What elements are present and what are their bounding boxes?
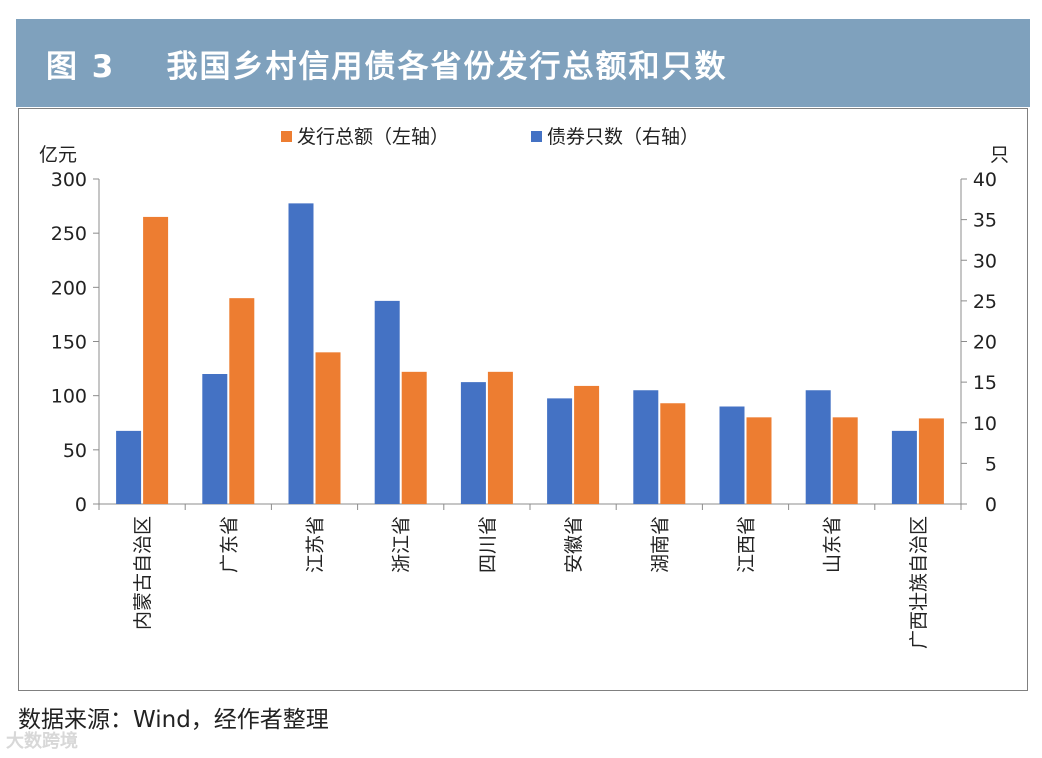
bar-amount <box>660 403 686 504</box>
bar-count <box>633 390 659 504</box>
y-tick-label-right: 10 <box>973 413 997 435</box>
bar-amount <box>401 371 427 504</box>
x-tick-label: 江西省 <box>736 516 758 573</box>
x-tick-label: 浙江省 <box>391 516 413 573</box>
legend-label: 发行总额（左轴） <box>297 126 449 148</box>
y-tick-label-right: 0 <box>985 494 997 516</box>
bar-count <box>891 430 917 504</box>
bar-count <box>116 430 142 504</box>
y-tick-label-left: 150 <box>51 332 87 354</box>
x-tick-label: 湖南省 <box>649 516 671 573</box>
bar-amount <box>574 385 600 504</box>
x-tick-label: 广东省 <box>218 516 240 573</box>
legend-label: 债券只数（右轴） <box>547 126 699 148</box>
x-tick-label: 江苏省 <box>305 516 327 573</box>
y-tick-label-right: 20 <box>973 332 997 354</box>
bar-amount <box>487 371 513 504</box>
bar-amount <box>143 216 169 504</box>
y-tick-label-left: 100 <box>51 386 87 408</box>
bar-count <box>805 390 831 504</box>
bar-amount <box>832 417 858 504</box>
bar-count <box>460 382 486 504</box>
y-tick-label-left: 300 <box>51 169 87 191</box>
bar-count <box>719 406 745 504</box>
bar-count <box>288 203 314 504</box>
y-tick-label-right: 25 <box>973 291 997 313</box>
y-tick-label-left: 250 <box>51 223 87 245</box>
bar-chart: 0 50 100 150 200 250 300 0 5 10 15 20 25 30 35 40 亿元 只内蒙古… <box>39 126 1009 649</box>
x-tick-label: 四川省 <box>477 516 499 573</box>
bar-count <box>202 374 228 504</box>
chart-title: 图 3 我国乡村信用债各省份发行总额和只数 <box>46 48 728 85</box>
watermark: 大数跨境 <box>6 731 78 752</box>
x-tick-label: 广西壮族自治区 <box>908 516 930 649</box>
bar-count <box>374 300 400 504</box>
bar-amount <box>918 418 944 504</box>
source-note: 数据来源：Wind，经作者整理 <box>18 707 329 733</box>
bar-amount <box>746 417 772 504</box>
y-tick-label-right: 15 <box>973 372 997 394</box>
y-tick-label-left: 50 <box>63 440 87 462</box>
y-tick-label-right: 30 <box>973 250 997 272</box>
legend-swatch <box>531 131 542 142</box>
legend-swatch <box>281 131 292 142</box>
y-axis-label-right: 只 <box>990 144 1009 166</box>
x-tick-label: 安徽省 <box>563 516 585 573</box>
x-tick-label: 山东省 <box>822 516 844 573</box>
y-tick-label-right: 40 <box>973 169 997 191</box>
y-tick-label-right: 35 <box>973 210 997 232</box>
y-tick-label-left: 0 <box>75 494 87 516</box>
y-axis-label-left: 亿元 <box>39 144 77 166</box>
y-tick-label-left: 200 <box>51 277 87 299</box>
title-bar: 图 3 我国乡村信用债各省份发行总额和只数 <box>16 19 1030 107</box>
chart-area: 0 50 100 150 200 250 300 0 5 10 15 20 25 30 35 40 亿元 只内蒙古… <box>18 108 1028 691</box>
bar-count <box>547 398 573 504</box>
bar-amount <box>229 298 255 504</box>
bar-amount <box>315 352 341 504</box>
y-tick-label-right: 5 <box>985 453 997 475</box>
x-tick-label: 内蒙古自治区 <box>132 516 154 630</box>
